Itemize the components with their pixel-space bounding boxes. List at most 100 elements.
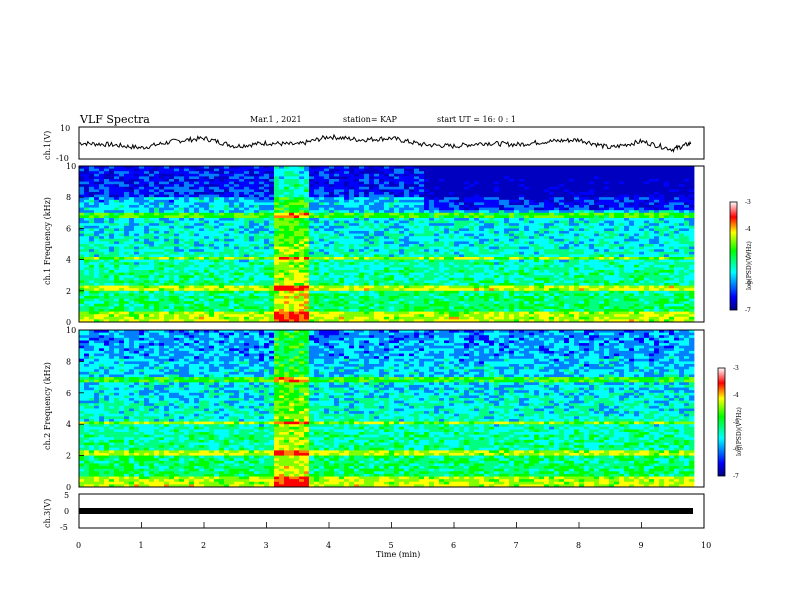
spectrogram-cell [379,225,385,229]
spectrogram-cell [354,225,360,229]
spectrogram-cell [229,181,235,185]
spectrogram-cell [294,290,300,294]
spectrogram-cell [489,259,495,263]
spectrogram-cell [119,275,125,279]
spectrogram-cell [229,246,235,250]
spectrogram-cell [119,277,125,281]
spectrogram-cell [94,285,100,289]
spectrogram-cell [429,171,435,175]
spectrogram-cell [254,207,260,211]
spectrogram-cell [259,168,265,172]
spectrogram-cell [189,225,195,229]
spectrogram-cell [489,189,495,193]
spectrogram-cell [209,251,215,255]
spectrogram-cell [364,296,370,299]
spectrogram-cell [144,212,150,216]
spectrogram-cell [449,296,455,299]
spectrogram-cell [119,283,125,286]
spectrogram-cell [269,296,275,299]
spectrogram-cell [79,272,85,276]
spectrogram-cell [244,199,250,203]
spectrogram-cell [209,233,215,237]
spectrogram-cell [274,186,280,190]
spectrogram-cell [104,231,110,234]
spectrogram-cell [264,236,270,240]
spectrogram-cell [479,249,485,253]
spectrogram-cell [244,179,250,182]
spectrogram-cell [434,166,440,169]
spectrogram-cell [354,176,360,180]
spectrogram-cell [129,233,135,237]
spectrogram-cell [329,228,335,232]
spectrogram-cell [289,179,295,182]
spectrogram-cell [464,280,470,284]
spectrogram-cell [229,259,235,263]
spectrogram-cell [429,236,435,240]
spectrogram-cell [259,179,265,182]
spectrogram-cell [304,306,310,310]
spectrogram-cell [439,280,445,284]
spectrogram-cell [354,267,360,271]
spectrogram-cell [114,194,120,198]
spectrogram-cell [134,319,140,323]
spectrogram-cell [274,233,280,237]
spectrogram-cell [104,199,110,203]
spectrogram-cell [309,168,315,172]
spectrogram-cell [319,314,325,318]
spectrogram-cell [404,233,410,237]
spectrogram-cell [324,197,330,201]
spectrogram-cell [454,275,460,279]
spectrogram-cell [404,314,410,318]
spectrogram-cell [399,311,405,315]
spectrogram-cell [469,319,475,323]
spectrogram-cell [109,277,115,281]
spectrogram-cell [469,290,475,294]
spectrogram-cell [479,184,485,188]
spectrogram-cell [279,306,285,310]
spectrogram-cell [209,319,215,323]
spectrogram-cell [134,264,140,268]
spectrogram-cell [294,192,300,195]
spectrogram-cell [434,225,440,229]
spectrogram-cell [229,303,235,307]
spectrogram-cell [189,272,195,276]
spectrogram-cell [354,228,360,232]
spectrogram-cell [274,283,280,286]
spectrogram-cell [389,244,395,247]
spectrogram-cell [194,241,200,245]
spectrogram-cell [454,280,460,284]
spectrogram-cell [264,194,270,198]
spectrogram-cell [94,194,100,198]
spectrogram-cell [224,171,230,175]
spectrogram-cell [229,275,235,279]
spectrogram-cell [334,186,340,190]
spectrogram-cell [479,283,485,286]
spectrogram-cell [309,241,315,245]
spectrogram-cell [389,280,395,284]
spectrogram-cell [119,249,125,253]
spectrogram-cell [139,179,145,182]
spectrogram-cell [104,280,110,284]
spectrogram-cell [144,215,150,219]
spectrogram-cell [184,238,190,242]
spectrogram-cell [264,283,270,286]
spectrogram-cell [414,218,420,221]
spectrogram-cell [329,285,335,289]
spectrogram-cell [489,277,495,281]
spectrogram-cell [249,244,255,247]
spectrogram-cell [194,244,200,247]
spectrogram-cell [239,288,245,292]
spectrogram-cell [309,288,315,292]
spectrogram-cell [469,251,475,255]
spectrogram-cell [234,293,240,297]
spectrogram-cell [154,306,160,310]
spectrogram-cell [89,319,95,323]
spectrogram-cell [84,301,90,305]
spectrogram-cell [329,236,335,240]
spectrogram-cell [399,241,405,245]
spectrogram-cell [429,210,435,214]
spectrogram-cell [194,176,200,180]
spectrogram-cell [109,296,115,299]
spectrogram-cell [289,298,295,302]
spectrogram-cell [244,288,250,292]
